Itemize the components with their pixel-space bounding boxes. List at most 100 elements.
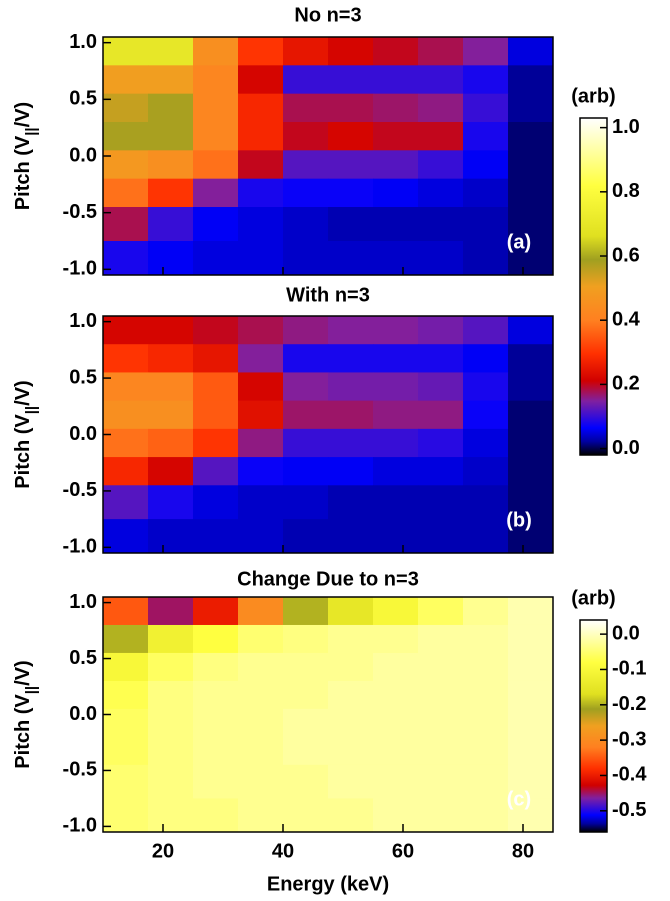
heatmap-cell bbox=[238, 798, 284, 833]
heatmap-cell bbox=[508, 680, 554, 710]
y-tick-label: -0.5 bbox=[63, 201, 97, 223]
heatmap-cell bbox=[148, 93, 194, 123]
heatmap-cell bbox=[328, 764, 374, 799]
panel-title: No n=3 bbox=[294, 4, 361, 26]
heatmap-cell bbox=[283, 457, 329, 486]
heatmap-cell bbox=[328, 652, 374, 682]
heatmap-cell bbox=[193, 207, 239, 242]
colorbar-tick-label: -0.3 bbox=[612, 728, 646, 750]
heatmap-cell bbox=[328, 457, 374, 486]
heatmap-cell bbox=[148, 428, 194, 458]
heatmap-cell bbox=[148, 344, 194, 373]
heatmap-cell bbox=[193, 65, 239, 95]
heatmap-cell bbox=[103, 93, 149, 123]
heatmap-cell bbox=[373, 207, 419, 242]
heatmap-cell bbox=[463, 624, 509, 654]
heatmap-cell bbox=[418, 519, 464, 554]
heatmap-cell bbox=[328, 65, 374, 95]
heatmap-cell bbox=[238, 400, 284, 430]
heatmap-cell bbox=[193, 652, 239, 682]
heatmap-cell bbox=[373, 178, 419, 208]
heatmap-cell bbox=[463, 519, 509, 554]
heatmap-cell bbox=[193, 178, 239, 208]
heatmap-cell bbox=[508, 122, 554, 151]
y-tick-label: -1.0 bbox=[63, 815, 97, 837]
heatmap-cell bbox=[373, 400, 419, 430]
heatmap-cell bbox=[328, 597, 374, 626]
heatmap-cell bbox=[373, 457, 419, 486]
heatmap-cell bbox=[148, 65, 194, 95]
heatmap-cell bbox=[193, 798, 239, 833]
y-tick-label: 0.5 bbox=[69, 88, 97, 110]
heatmap-cell bbox=[328, 428, 374, 458]
heatmap-cell bbox=[103, 624, 149, 654]
heatmap-cell bbox=[148, 37, 194, 66]
heatmap-cell bbox=[328, 624, 374, 654]
x-tick-label: 80 bbox=[512, 840, 534, 862]
heatmap-cell bbox=[418, 178, 464, 208]
heatmap-cell bbox=[193, 428, 239, 458]
heatmap-cell bbox=[103, 519, 149, 554]
heatmap-cell bbox=[373, 597, 419, 626]
heatmap-cell bbox=[283, 485, 329, 520]
heatmap-cell bbox=[103, 652, 149, 682]
heatmap-cell bbox=[193, 597, 239, 626]
heatmap-cell bbox=[238, 207, 284, 242]
colorbar-tick-label: 0.0 bbox=[612, 437, 640, 459]
heatmap-cell bbox=[148, 798, 194, 833]
colorbar-tick-label: -0.2 bbox=[612, 693, 646, 715]
heatmap-cell bbox=[508, 316, 554, 345]
heatmap-cell bbox=[283, 93, 329, 123]
colorbar-tick-label: 0.4 bbox=[612, 308, 641, 330]
heatmap-cell bbox=[283, 597, 329, 626]
heatmap-cell bbox=[418, 624, 464, 654]
colorbar-tick-label: 0.6 bbox=[612, 244, 640, 266]
heatmap-cell bbox=[148, 207, 194, 242]
heatmap-cell bbox=[463, 65, 509, 95]
heatmap-cell bbox=[238, 241, 284, 276]
heatmap-cell bbox=[463, 798, 509, 833]
panel-label: (a) bbox=[507, 231, 531, 253]
heatmap-cell bbox=[238, 485, 284, 520]
heatmap-cell bbox=[193, 150, 239, 180]
heatmap-cell bbox=[328, 207, 374, 242]
heatmap-cell bbox=[328, 37, 374, 66]
heatmap-cell bbox=[463, 241, 509, 276]
heatmap-cell bbox=[283, 652, 329, 682]
heatmap-cell bbox=[283, 428, 329, 458]
heatmap-cell bbox=[508, 652, 554, 682]
heatmap-cell bbox=[418, 372, 464, 402]
y-axis-label: Pitch (V||/V) bbox=[12, 660, 40, 768]
heatmap-cell bbox=[283, 372, 329, 402]
heatmap-cell bbox=[373, 241, 419, 276]
heatmap-cell bbox=[508, 241, 554, 276]
heatmap-cell bbox=[373, 798, 419, 833]
heatmap-cell bbox=[418, 37, 464, 66]
heatmap-cell bbox=[148, 178, 194, 208]
heatmap-cell bbox=[238, 372, 284, 402]
heatmap-cell bbox=[418, 207, 464, 242]
heatmap-cell bbox=[148, 485, 194, 520]
heatmap-cell bbox=[373, 65, 419, 95]
heatmap-cell bbox=[463, 428, 509, 458]
y-axis-label: Pitch (V||/V) bbox=[12, 102, 40, 210]
heatmap-cell bbox=[193, 400, 239, 430]
heatmap-cell bbox=[103, 122, 149, 151]
heatmap-cell bbox=[373, 372, 419, 402]
heatmap-cell bbox=[193, 93, 239, 123]
heatmap-cell bbox=[373, 764, 419, 799]
heatmap-cell bbox=[328, 93, 374, 123]
y-tick-label: 1.0 bbox=[69, 310, 97, 332]
y-tick-label: -1.0 bbox=[63, 536, 97, 558]
heatmap-cell bbox=[283, 316, 329, 345]
heatmap-cell bbox=[148, 372, 194, 402]
heatmap-cell bbox=[508, 485, 554, 520]
colorbar bbox=[579, 619, 608, 833]
heatmap-cell bbox=[418, 485, 464, 520]
heatmap-cell bbox=[373, 485, 419, 520]
heatmap-cell bbox=[508, 736, 554, 766]
x-tick-label: 20 bbox=[152, 840, 174, 862]
heatmap-cell bbox=[328, 372, 374, 402]
heatmap-cell bbox=[148, 519, 194, 554]
heatmap-cell bbox=[103, 798, 149, 833]
